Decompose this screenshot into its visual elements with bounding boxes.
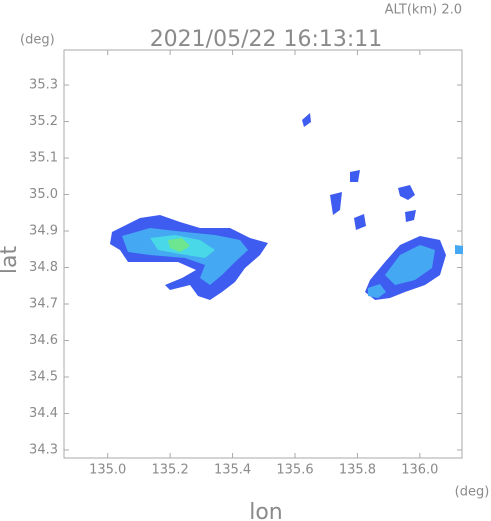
echo <box>168 238 190 252</box>
x-tick-label: 135.4 <box>214 463 251 478</box>
y-tick-label: 35.2 <box>29 114 58 129</box>
x-tick-label: 136.0 <box>401 463 438 478</box>
x-axis-label: lon <box>249 500 283 521</box>
y-axis-label: lat <box>0 246 22 275</box>
y-tick-label: 35.3 <box>29 78 58 93</box>
y-tick-label: 34.7 <box>29 296 58 311</box>
x-tick-label: 135.6 <box>276 463 313 478</box>
x-tick-label: 135.8 <box>339 463 376 478</box>
altitude-label: ALT(km) 2.0 <box>385 3 462 18</box>
echo <box>398 185 415 200</box>
echo <box>302 113 311 127</box>
y-tick-label: 35.1 <box>29 151 58 166</box>
chart-title: 2021/05/22 16:13:11 <box>150 27 383 52</box>
echo <box>455 245 463 254</box>
y-tick-label: 34.8 <box>29 260 58 275</box>
y-tick-label: 34.6 <box>29 333 58 348</box>
y-unit: (deg) <box>20 33 55 48</box>
x-unit: (deg) <box>455 485 490 500</box>
echo <box>330 192 342 215</box>
echo <box>350 170 360 182</box>
y-tick-label: 34.3 <box>29 442 58 457</box>
y-tick-label: 34.4 <box>29 406 58 421</box>
echo <box>354 214 366 230</box>
y-tick-label: 34.5 <box>29 369 58 384</box>
x-tick-label: 135.0 <box>89 463 126 478</box>
echo <box>405 210 416 222</box>
y-tick-label: 35.0 <box>29 187 58 202</box>
y-tick-label: 34.9 <box>29 224 58 239</box>
echo <box>368 284 386 298</box>
radar-echoes <box>110 113 463 300</box>
x-tick-label: 135.2 <box>152 463 189 478</box>
echo <box>385 245 435 285</box>
